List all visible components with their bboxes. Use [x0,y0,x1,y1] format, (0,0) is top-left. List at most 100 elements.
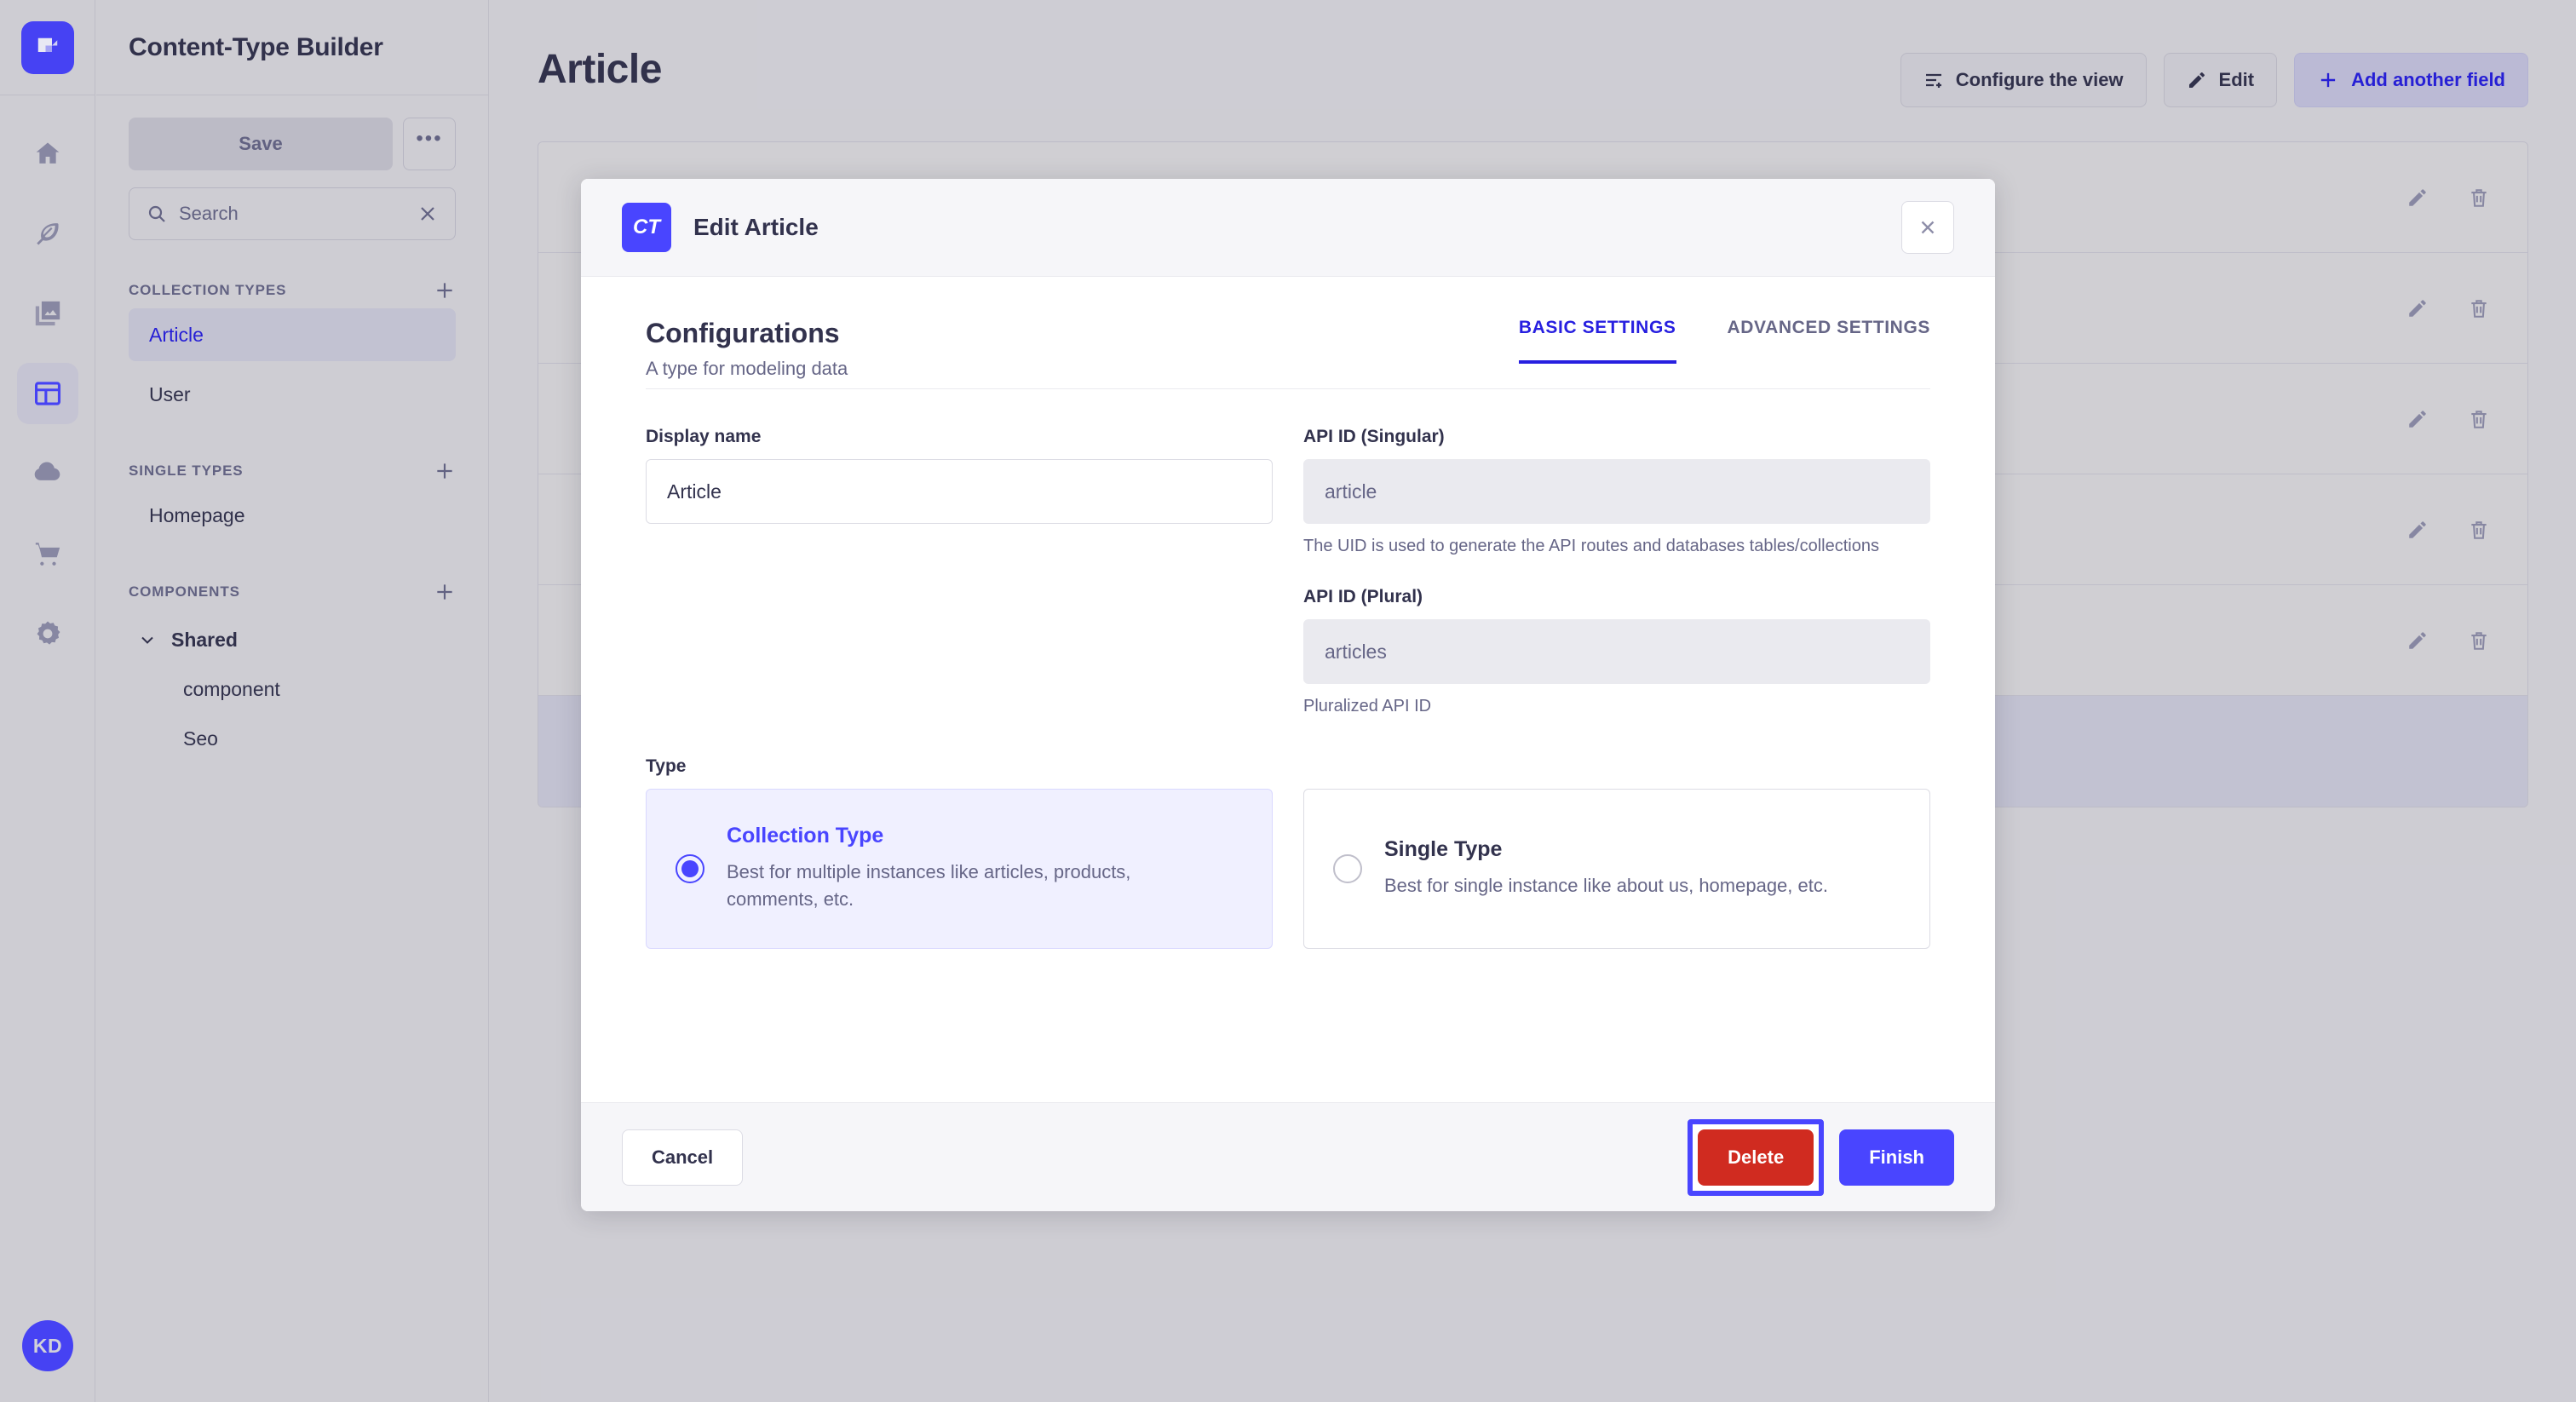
type-option-title: Single Type [1384,837,1503,862]
section-collection-types-header: Collection Types [129,279,456,302]
api-id-plural-label: API ID (Plural) [1303,587,1423,607]
form-column-right: API ID (Singular) article The UID is use… [1303,427,1930,719]
gear-icon [37,621,60,645]
search-icon [147,204,167,224]
pencil-icon[interactable] [2406,629,2429,652]
edit-button[interactable]: Edit [2163,53,2278,107]
configure-the-view-button[interactable]: Configure the view [1900,53,2147,107]
nav-rail: KD [0,0,95,1402]
add-component-button[interactable] [434,581,456,603]
content-type-title: Article [538,47,662,92]
component-group-shared[interactable]: Shared [129,615,456,664]
main-header: Article Configure the view Edit [490,0,2576,107]
configurations-row: Configurations A type for modeling data … [646,318,1930,380]
section-components-header: Components [129,581,456,603]
button-label: Add another field [2351,69,2505,90]
radio-single-type[interactable] [1333,853,1362,883]
avatar[interactable]: KD [22,1320,73,1371]
cancel-button[interactable]: Cancel [622,1129,744,1186]
radio-collection-type[interactable] [676,853,704,883]
type-option-description: Best for multiple instances like article… [727,861,1131,911]
trash-icon[interactable] [2468,519,2490,541]
panel-header: Content-Type Builder [96,0,488,95]
footer-right-actions: Delete Finish [1688,1118,1954,1196]
strapi-logo-icon [20,20,74,74]
add-single-type-button[interactable] [434,460,456,482]
type-option-description: Best for single instance like about us, … [1384,875,1828,897]
section-title: Collection Types [129,282,287,298]
type-option-collection-type[interactable]: Collection Type Best for multiple instan… [646,788,1273,949]
content-type-builder-icon [34,382,60,405]
pencil-icon[interactable] [2406,187,2429,209]
configurations-subheading: A type for modeling data [646,358,848,379]
sidebar-item-content-manager[interactable] [17,203,78,264]
sidebar-item-marketplace[interactable] [17,523,78,584]
trash-icon[interactable] [2468,629,2490,652]
sidebar-item-seo[interactable]: Seo [183,727,218,750]
sidebar-item-settings[interactable] [17,603,78,664]
button-label: Configure the view [1955,69,2124,90]
sidebar-item-user[interactable]: User [149,382,191,405]
pencil-icon[interactable] [2406,297,2429,319]
clear-search-icon[interactable] [417,204,438,224]
media-library-icon [35,301,60,326]
type-option-text: Collection Type Best for multiple instan… [727,824,1204,913]
plus-icon [2317,69,2339,91]
api-id-plural-input[interactable]: articles [1303,619,1930,685]
section-title: Components [129,583,240,600]
divider [646,388,1930,389]
sidebar-item-component[interactable]: component [183,677,280,700]
modal-footer: Cancel Delete Finish [581,1102,1995,1211]
type-option-single-type[interactable]: Single Type Best for single instance lik… [1303,788,1930,949]
sidebar-item-cloud[interactable] [17,443,78,504]
type-option-text: Single Type Best for single instance lik… [1384,837,1828,899]
type-option-title: Collection Type [727,824,884,848]
search-input[interactable]: Search [179,203,239,224]
brand-logo-wrap[interactable] [0,0,95,95]
pencil-icon[interactable] [2406,519,2429,541]
sidebar-item-homepage[interactable]: Homepage [149,503,245,526]
type-section: Type Collection Type Best for multiple i… [646,756,1930,949]
chevron-down-icon [137,629,158,650]
tab-basic-settings[interactable]: BASIC SETTINGS [1518,318,1676,364]
edit-article-modal: CT Edit Article Configurations A type fo… [581,179,1995,1211]
sidebar-item-article[interactable]: Article [129,308,456,361]
shopping-cart-icon [35,543,60,566]
save-button[interactable]: Save [129,118,393,170]
content-type-list-panel: Content-Type Builder Save ••• Search Col… [96,0,489,1402]
sidebar-item-media-library[interactable] [17,283,78,344]
home-icon [36,142,59,164]
panel-body: Save ••• Search Collection Types Arti [96,95,488,763]
search-box[interactable]: Search [129,187,456,240]
form-grid: Display name Article API ID (Singular) a… [646,427,1930,719]
api-id-plural-hint: Pluralized API ID [1303,697,1432,716]
sidebar-item-content-type-builder[interactable] [16,363,78,424]
pencil-icon[interactable] [2406,408,2429,430]
tab-advanced-settings[interactable]: ADVANCED SETTINGS [1727,318,1930,337]
api-id-singular-hint: The UID is used to generate the API rout… [1303,537,1879,555]
trash-icon[interactable] [2468,297,2490,319]
component-group-label: Shared [171,628,238,651]
type-label: Type [646,756,687,776]
close-icon[interactable] [1901,201,1954,254]
api-id-singular-label: API ID (Singular) [1303,427,1445,446]
header-actions: Configure the view Edit Add another fiel… [1900,53,2528,107]
api-id-singular-input[interactable]: article [1303,459,1930,524]
display-name-input[interactable]: Article [646,459,1273,524]
delete-button-highlight: Delete [1688,1118,1825,1196]
add-another-field-button[interactable]: Add another field [2294,53,2528,107]
display-name-label: Display name [646,427,762,446]
trash-icon[interactable] [2468,408,2490,430]
list-settings-icon [1923,70,1944,90]
nav-rail-items [16,123,78,664]
delete-button[interactable]: Delete [1698,1129,1814,1186]
trash-icon[interactable] [2468,187,2490,209]
modal-body: Configurations A type for modeling data … [581,277,1995,1102]
finish-button[interactable]: Finish [1839,1129,1954,1186]
sidebar-item-home[interactable] [17,123,78,184]
more-options-button[interactable]: ••• [403,118,456,170]
type-options: Collection Type Best for multiple instan… [646,788,1930,949]
button-label: Edit [2218,69,2255,90]
add-collection-type-button[interactable] [434,279,456,302]
content-type-badge: CT [622,203,671,252]
